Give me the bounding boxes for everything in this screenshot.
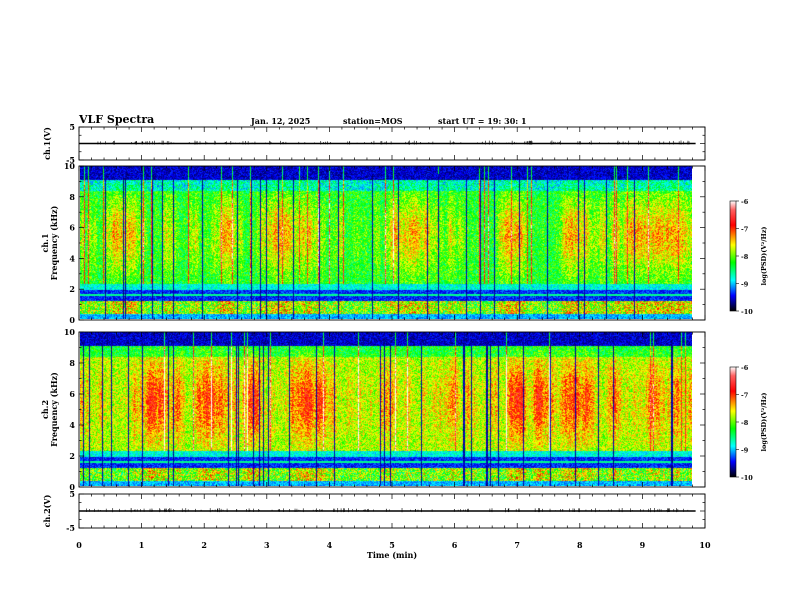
channel-label: ch.1 — [40, 233, 50, 252]
x-tick-label: 1 — [139, 540, 145, 550]
colorbar-tick-label: -8 — [741, 253, 749, 261]
colorbar-tick-label: -7 — [741, 392, 748, 400]
start-time-label: start UT = 19: 30: 1 — [438, 116, 527, 126]
x-tick-label: 0 — [76, 540, 82, 550]
colorbar-tick-label: -6 — [741, 364, 749, 372]
y-tick-label: 2 — [69, 284, 75, 294]
x-tick-label: 10 — [699, 540, 711, 550]
x-tick-label: 9 — [640, 540, 646, 550]
colorbar-tick-label: -9 — [741, 281, 749, 289]
y-axis-label: ch.1(V) — [42, 127, 52, 160]
colorbar-tick-label: -9 — [741, 447, 749, 455]
y-tick-label: 5 — [69, 489, 75, 499]
y-tick-label: 10 — [64, 161, 76, 171]
x-axis-label: Time (min) — [367, 550, 417, 560]
x-tick-label: 6 — [452, 540, 458, 550]
station-label: station=MOS — [343, 116, 403, 126]
y-axis-label: ch.2(V) — [42, 494, 52, 527]
colorbar-label: log(PSD)(V²/Hz) — [760, 393, 768, 452]
y-tick-label: 8 — [69, 192, 75, 202]
x-tick-label: 2 — [201, 540, 207, 550]
y-tick-label: 8 — [69, 358, 75, 368]
colorbar-tick-label: -6 — [741, 198, 749, 206]
y-tick-label: 6 — [69, 223, 75, 233]
y-tick-label: -5 — [66, 523, 75, 533]
date-label: Jan. 12, 2025 — [251, 116, 311, 126]
y-axis-label: Frequency (kHz) — [49, 372, 59, 447]
colorbar-tick-label: -10 — [741, 308, 753, 316]
x-tick-label: 8 — [577, 540, 583, 550]
channel-label: ch.2 — [40, 400, 50, 419]
colorbar-label: log(PSD)(V²/Hz) — [760, 227, 768, 286]
x-tick-label: 7 — [514, 540, 520, 550]
x-tick-label: 4 — [327, 540, 333, 550]
y-tick-label: 0 — [69, 315, 75, 325]
page-title: VLF Spectra — [79, 113, 155, 126]
x-tick-label: 3 — [264, 540, 270, 550]
colorbar-tick-label: -10 — [741, 474, 753, 482]
y-tick-label: 0 — [69, 482, 75, 492]
y-tick-label: 4 — [69, 420, 75, 430]
y-tick-label: 5 — [69, 122, 75, 132]
y-tick-label: 10 — [64, 327, 76, 337]
ch2-colorbar — [729, 366, 737, 478]
ch1-colorbar — [729, 200, 737, 312]
ch2-spectrogram-image — [80, 332, 692, 486]
y-axis-label: Frequency (kHz) — [49, 205, 59, 280]
colorbar-tick-label: -8 — [741, 419, 749, 427]
colorbar-tick-label: -7 — [741, 226, 748, 234]
y-tick-label: 4 — [69, 253, 75, 263]
y-tick-label: 2 — [69, 451, 75, 461]
ch1-spectrogram-image — [80, 166, 692, 319]
y-tick-label: 6 — [69, 389, 75, 399]
x-tick-label: 5 — [389, 540, 395, 550]
y-tick-label: -5 — [66, 155, 75, 165]
